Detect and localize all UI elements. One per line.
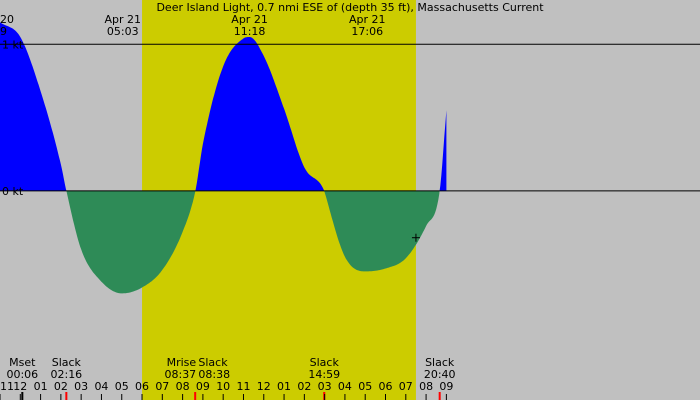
hour-tick-label: 05 xyxy=(358,380,372,393)
hour-tick-label: 09 xyxy=(439,380,453,393)
hour-tick-label: 04 xyxy=(338,380,352,393)
hour-tick-label: 01 xyxy=(277,380,291,393)
hour-axis: 11 12 01 02 03 04 05 06 07 08 09 10 11 12 01 02 03 04 05 06… xyxy=(0,380,453,400)
cursor-marker xyxy=(411,233,420,242)
hour-tick-label: 06 xyxy=(135,380,149,393)
hour-tick-label: 07 xyxy=(155,380,169,393)
event-label: Slack xyxy=(198,356,228,369)
top-time-label: 11:18 xyxy=(234,25,266,38)
hour-tick-label: 12 xyxy=(257,380,271,393)
hour-tick-label: 11 xyxy=(0,380,14,393)
event-label: Slack xyxy=(52,356,82,369)
ebb-area xyxy=(324,190,440,272)
hour-tick-label: 10 xyxy=(216,380,230,393)
event-marker xyxy=(438,392,441,400)
y-line-label: 1 kt xyxy=(2,38,24,51)
event-time: 14:59 xyxy=(308,368,340,381)
flood-area xyxy=(195,37,325,191)
y-line-label: 0 kt xyxy=(2,185,24,198)
event-labels: Mset00:06Slack02:16Mrise08:37Slack08:38S… xyxy=(6,356,456,400)
event-label: Mset xyxy=(9,356,36,369)
hour-tick-label: 07 xyxy=(399,380,413,393)
y-reference-lines: 1 kt 0 kt xyxy=(0,38,700,198)
event-time: 08:38 xyxy=(198,368,230,381)
hour-tick-label: 04 xyxy=(94,380,108,393)
event-time: 02:16 xyxy=(50,368,82,381)
event-time: 00:06 xyxy=(6,368,38,381)
hour-tick-label: 05 xyxy=(115,380,129,393)
top-time-label: 17:06 xyxy=(351,25,383,38)
hour-tick-label: 09 xyxy=(196,380,210,393)
event-label: Mrise xyxy=(167,356,197,369)
event-marker xyxy=(65,392,68,400)
top-time-label: 05:03 xyxy=(107,25,139,38)
hour-tick-label: 01 xyxy=(34,380,48,393)
top-date-label: 20 xyxy=(0,13,14,26)
hour-tick-label: 11 xyxy=(236,380,250,393)
top-date-label: Apr 21 xyxy=(104,13,141,26)
event-time: 08:37 xyxy=(164,368,196,381)
event-time: 20:40 xyxy=(424,368,456,381)
event-marker xyxy=(194,392,197,400)
flood-area xyxy=(439,110,447,191)
hour-tick-label: 03 xyxy=(318,380,332,393)
hour-tick-label: 08 xyxy=(176,380,190,393)
hour-tick-label: 12 xyxy=(13,380,27,393)
current-areas xyxy=(0,22,447,294)
top-date-label: Apr 21 xyxy=(349,13,386,26)
hour-tick-label: 02 xyxy=(54,380,68,393)
event-marker xyxy=(21,392,24,400)
hour-tick-label: 08 xyxy=(419,380,433,393)
hour-tick-label: 06 xyxy=(379,380,393,393)
event-label: Slack xyxy=(425,356,455,369)
chart-title: Deer Island Light, 0.7 nmi ESE of (depth… xyxy=(156,1,544,14)
top-time-label: 9 xyxy=(0,25,7,38)
hour-tick-label: 02 xyxy=(297,380,311,393)
hour-tick-label: 03 xyxy=(74,380,88,393)
ebb-area xyxy=(66,190,196,294)
event-label: Slack xyxy=(310,356,340,369)
top-date-label: Apr 21 xyxy=(231,13,268,26)
flood-area xyxy=(0,22,67,191)
